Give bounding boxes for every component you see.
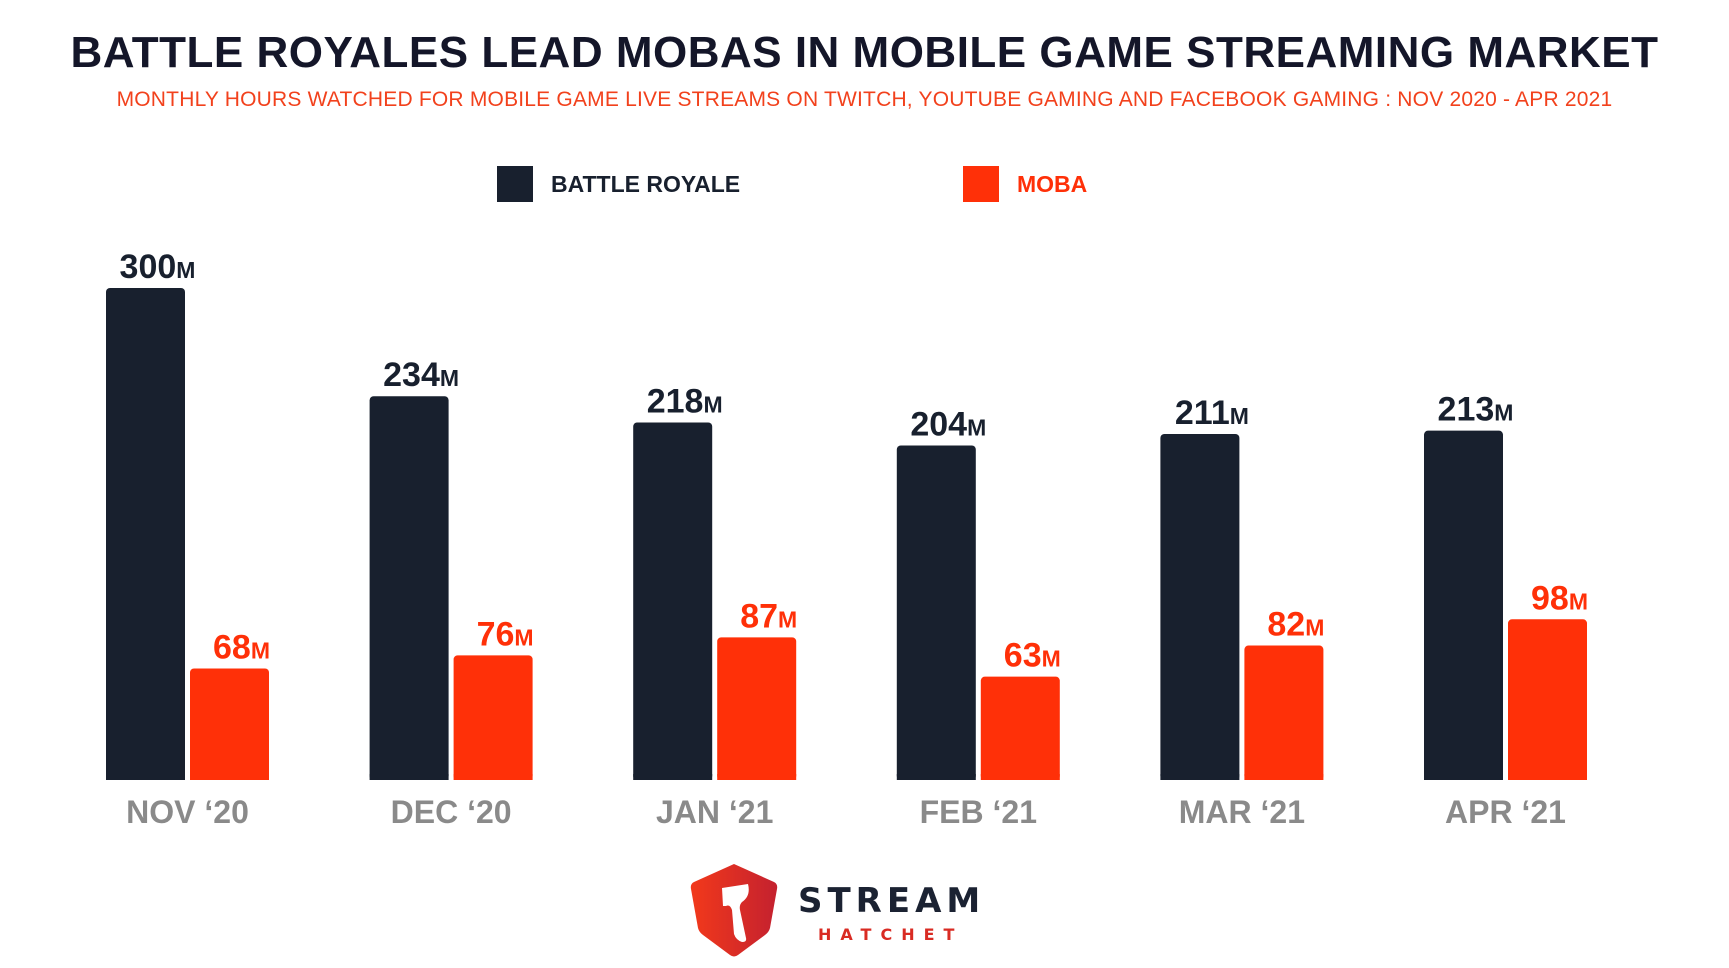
moba-bar-base bbox=[453, 774, 533, 780]
legend-item-moba: MOBA bbox=[963, 166, 1087, 202]
battle-royale-data-label: 211M bbox=[1175, 394, 1249, 432]
moba-data-label: 76M bbox=[477, 615, 534, 653]
bar-chart: 300M 68M NOV ‘20 234M 76M DEC ‘20 218M 87M JAN ‘… bbox=[106, 248, 1588, 830]
moba-bar bbox=[717, 637, 797, 780]
battle-royale-bar bbox=[633, 422, 713, 780]
chart-subtitle: MONTHLY HOURS WATCHED FOR MOBILE GAME LI… bbox=[116, 88, 1613, 111]
hatchet-shield-icon bbox=[690, 864, 778, 957]
chart-title: BATTLE ROYALES LEAD MOBAS IN MOBILE GAME… bbox=[70, 28, 1659, 77]
moba-bar-base bbox=[717, 774, 797, 780]
moba-bar-base bbox=[980, 774, 1060, 780]
legend-label-moba: MOBA bbox=[1017, 170, 1088, 197]
moba-bar-base bbox=[190, 774, 269, 780]
moba-bar bbox=[1508, 619, 1587, 780]
stream-hatchet-logo: STREAM HATCHET bbox=[690, 864, 985, 957]
moba-data-label: 82M bbox=[1267, 606, 1324, 644]
battle-royale-bar-base bbox=[633, 774, 713, 780]
battle-royale-bar bbox=[1160, 433, 1240, 780]
moba-bar bbox=[980, 676, 1060, 780]
moba-data-label: 68M bbox=[213, 628, 270, 666]
moba-bar-base bbox=[1508, 774, 1587, 780]
battle-royale-bar bbox=[106, 288, 185, 780]
battle-royale-bar bbox=[369, 396, 449, 780]
battle-royale-data-label: 300M bbox=[120, 248, 196, 286]
battle-royale-bar bbox=[1424, 430, 1503, 780]
legend-swatch-moba bbox=[963, 166, 999, 202]
moba-data-label: 98M bbox=[1531, 579, 1588, 617]
battle-royale-bar bbox=[896, 445, 976, 780]
category-label: MAR ‘21 bbox=[1179, 794, 1305, 830]
battle-royale-bar-base bbox=[369, 774, 449, 780]
moba-bar-base bbox=[1244, 774, 1324, 780]
battle-royale-data-label: 218M bbox=[647, 382, 723, 420]
battle-royale-bar-base bbox=[1424, 774, 1503, 780]
category-label: NOV ‘20 bbox=[126, 794, 249, 830]
category-label: APR ‘21 bbox=[1445, 794, 1566, 830]
moba-data-label: 87M bbox=[740, 597, 797, 635]
battle-royale-bar-base bbox=[1160, 774, 1240, 780]
category-label: FEB ‘21 bbox=[920, 794, 1037, 830]
moba-bar bbox=[1244, 645, 1324, 780]
battle-royale-bar-base bbox=[896, 774, 976, 780]
legend-swatch-battle-royale bbox=[497, 166, 533, 202]
battle-royale-data-label: 213M bbox=[1438, 391, 1514, 429]
battle-royale-data-label: 234M bbox=[383, 356, 459, 394]
brand-name-bottom: HATCHET bbox=[818, 925, 963, 944]
category-label: JAN ‘21 bbox=[656, 794, 773, 830]
category-label: DEC ‘20 bbox=[391, 794, 512, 830]
moba-bar bbox=[453, 655, 533, 780]
battle-royale-bar-base bbox=[106, 774, 185, 780]
moba-bar bbox=[190, 668, 269, 780]
legend-label-battle-royale: BATTLE ROYALE bbox=[551, 170, 741, 197]
battle-royale-data-label: 204M bbox=[910, 405, 986, 443]
legend-item-battle-royale: BATTLE ROYALE bbox=[497, 166, 740, 202]
brand-name-top: STREAM bbox=[798, 881, 985, 921]
moba-data-label: 63M bbox=[1004, 637, 1061, 675]
